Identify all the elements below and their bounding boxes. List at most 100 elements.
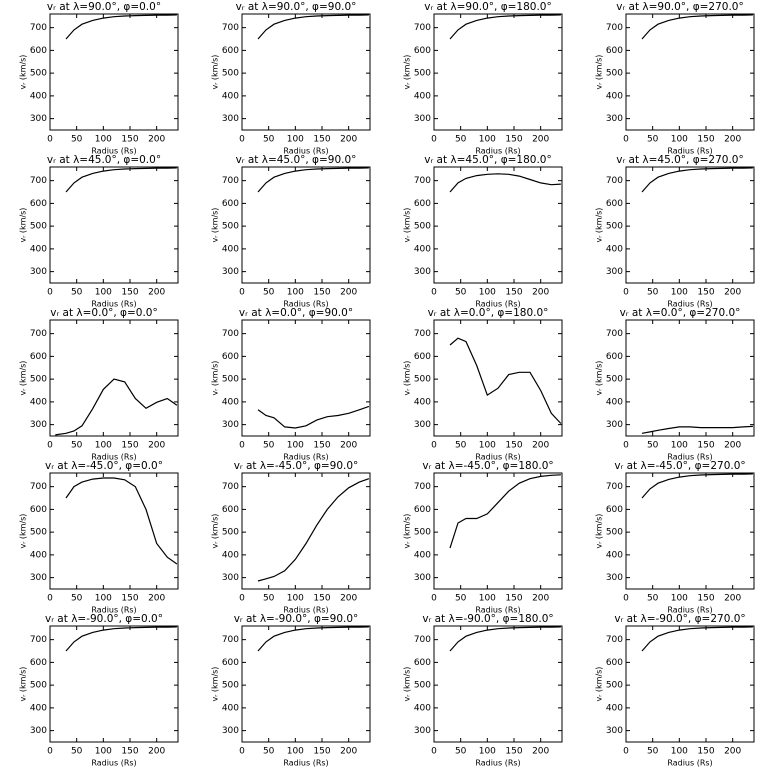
y-tick-label: 400 [222, 397, 239, 407]
plot-frame [241, 166, 371, 284]
y-tick-label: 500 [30, 69, 47, 79]
y-tick-label: 600 [606, 352, 623, 362]
y-tick-label: 500 [222, 222, 239, 232]
y-tick-label: 300 [606, 114, 623, 124]
x-tick-label: 150 [697, 441, 714, 451]
chart-title: vᵣ at λ=90.0°, φ=180.0° [424, 1, 552, 13]
y-tick-label: 400 [30, 397, 47, 407]
y-tick-label: 400 [414, 703, 431, 713]
x-tick-label: 100 [671, 288, 688, 298]
y-tick-label: 300 [414, 573, 431, 583]
x-tick-label: 50 [263, 747, 275, 757]
data-line [641, 473, 753, 499]
chart-title: vᵣ at λ=0.0°, φ=180.0° [428, 307, 549, 319]
x-tick-label: 200 [340, 747, 357, 757]
x-axis-label: Radius (Rs) [91, 300, 136, 309]
x-tick-label: 100 [287, 747, 304, 757]
chart-title: vᵣ at λ=0.0°, φ=270.0° [620, 307, 741, 319]
y-tick-label: 400 [30, 244, 47, 254]
chart-title: vᵣ at λ=45.0°, φ=0.0° [47, 154, 161, 166]
x-tick-label: 200 [532, 747, 549, 757]
plot-frame [241, 625, 371, 743]
x-tick-label: 50 [455, 135, 467, 145]
x-tick-label: 100 [95, 594, 112, 604]
x-tick-label: 200 [532, 594, 549, 604]
chart-title: vᵣ at λ=90.0°, φ=270.0° [616, 1, 744, 13]
y-tick-label: 300 [606, 420, 623, 430]
y-tick-label: 600 [414, 46, 431, 56]
y-tick-label: 700 [414, 329, 431, 339]
x-tick-label: 150 [313, 747, 330, 757]
chart-title: vᵣ at λ=-90.0°, φ=270.0° [614, 613, 745, 625]
x-tick-label: 50 [647, 288, 659, 298]
y-tick-label: 500 [30, 528, 47, 538]
y-tick-label: 300 [30, 267, 47, 277]
y-axis-label: vᵣ (km/s) [403, 55, 412, 90]
x-tick-label: 200 [148, 594, 165, 604]
x-tick-label: 150 [121, 288, 138, 298]
y-tick-label: 300 [606, 573, 623, 583]
y-tick-label: 300 [606, 726, 623, 736]
x-tick-label: 100 [479, 441, 496, 451]
y-tick-label: 300 [414, 420, 431, 430]
x-tick-label: 200 [340, 594, 357, 604]
y-axis-label: vᵣ (km/s) [403, 208, 412, 243]
data-line [449, 173, 561, 193]
y-tick-label: 300 [414, 114, 431, 124]
y-axis-label: vᵣ (km/s) [211, 208, 220, 243]
y-tick-label: 700 [222, 176, 239, 186]
x-tick-label: 100 [479, 747, 496, 757]
x-tick-label: 50 [455, 594, 467, 604]
plot-frame [49, 13, 179, 131]
x-tick-label: 200 [148, 747, 165, 757]
x-tick-label: 0 [431, 441, 437, 451]
x-axis-label: Radius (Rs) [475, 759, 520, 768]
y-tick-label: 300 [30, 114, 47, 124]
chart-title: vᵣ at λ=-45.0°, φ=270.0° [614, 460, 745, 472]
y-tick-label: 400 [30, 91, 47, 101]
y-tick-label: 500 [606, 375, 623, 385]
x-axis-label: Radius (Rs) [283, 453, 328, 462]
y-tick-label: 300 [30, 573, 47, 583]
y-tick-label: 700 [222, 23, 239, 33]
chart-title: vᵣ at λ=-45.0°, φ=0.0° [45, 460, 163, 472]
x-tick-label: 150 [121, 747, 138, 757]
chart-title: vᵣ at λ=-90.0°, φ=90.0° [234, 613, 359, 625]
data-line [55, 378, 178, 436]
plot-frame [625, 625, 755, 743]
y-axis-label: vᵣ (km/s) [595, 667, 604, 702]
y-tick-label: 300 [30, 726, 47, 736]
data-line [257, 626, 369, 652]
y-tick-label: 700 [606, 635, 623, 645]
y-tick-label: 300 [414, 267, 431, 277]
y-tick-label: 500 [606, 681, 623, 691]
x-tick-label: 0 [47, 288, 53, 298]
y-axis-label: vᵣ (km/s) [595, 514, 604, 549]
y-tick-label: 600 [30, 352, 47, 362]
x-tick-label: 150 [697, 135, 714, 145]
x-tick-label: 100 [95, 288, 112, 298]
x-axis-label: Radius (Rs) [667, 147, 712, 156]
x-axis-label: Radius (Rs) [283, 606, 328, 615]
data-line [449, 337, 562, 424]
x-tick-label: 50 [71, 747, 83, 757]
plot-frame [241, 13, 371, 131]
data-line [257, 478, 370, 582]
chart-title: vᵣ at λ=45.0°, φ=180.0° [424, 154, 552, 166]
y-axis-label: vᵣ (km/s) [403, 667, 412, 702]
x-tick-label: 200 [148, 135, 165, 145]
x-tick-label: 50 [455, 441, 467, 451]
y-tick-label: 300 [222, 420, 239, 430]
plot-frame [625, 166, 755, 284]
y-tick-label: 600 [30, 505, 47, 515]
chart-title: vᵣ at λ=90.0°, φ=90.0° [236, 1, 357, 13]
y-tick-label: 500 [606, 222, 623, 232]
y-tick-label: 700 [606, 329, 623, 339]
y-tick-label: 700 [414, 482, 431, 492]
y-axis-label: vᵣ (km/s) [211, 514, 220, 549]
y-tick-label: 500 [30, 681, 47, 691]
data-line [641, 626, 753, 652]
x-tick-label: 150 [313, 594, 330, 604]
x-tick-label: 0 [431, 135, 437, 145]
x-axis-label: Radius (Rs) [475, 147, 520, 156]
